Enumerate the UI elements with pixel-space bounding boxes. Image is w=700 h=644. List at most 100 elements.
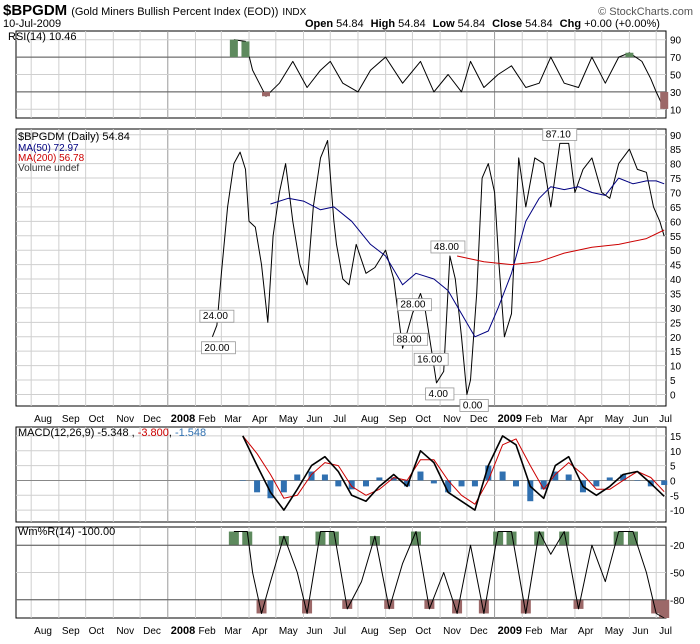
wr-ytick-label: -80 xyxy=(670,596,685,607)
macd-ytick-label: 0 xyxy=(670,476,676,487)
macd-histogram-bar xyxy=(280,480,287,493)
wr-oversold-fill xyxy=(659,599,670,618)
wr-overbought-fill xyxy=(369,536,380,546)
annotation-box xyxy=(430,240,466,254)
macd-line xyxy=(242,435,665,511)
x-month-label: Jun xyxy=(307,414,323,425)
x-month-label: Jul xyxy=(333,626,346,637)
williams-r-label: Wm%R(14) -100.00 xyxy=(18,526,115,538)
x-year-label: 2008 xyxy=(171,413,195,425)
x-month-label: Jun xyxy=(307,626,323,637)
rsi-ytick-label: 50 xyxy=(670,71,682,82)
annotation-label: 48.00 xyxy=(434,242,459,253)
x-month-label: Mar xyxy=(224,414,242,425)
x-month-label: Sep xyxy=(389,626,407,637)
rsi-overbought-fill xyxy=(625,52,634,58)
x-month-label: Feb xyxy=(525,626,543,637)
wr-overbought-fill xyxy=(559,531,570,546)
wr-oversold-fill xyxy=(573,599,584,609)
macd-histogram-bar xyxy=(363,480,369,487)
chart-date: 10-Jul-2009 xyxy=(3,18,61,30)
annotation-box xyxy=(393,332,429,346)
price-ytick-label: 90 xyxy=(670,131,682,142)
x-month-label: May xyxy=(279,626,298,637)
macd-histogram-bar xyxy=(376,477,383,481)
price-ytick-label: 65 xyxy=(670,203,682,214)
annotation-box xyxy=(199,309,235,323)
macd-histogram-bar xyxy=(593,480,600,487)
wr-ytick-label: -20 xyxy=(670,541,685,552)
x-year-label: 2008 xyxy=(171,625,195,637)
x-month-label: Oct xyxy=(415,414,431,425)
x-month-label: Dec xyxy=(143,626,161,637)
macd-ytick-label: 15 xyxy=(670,432,682,443)
price-ytick-label: 40 xyxy=(670,275,682,286)
rsi-oversold-fill xyxy=(660,91,669,109)
rsi-ytick-label: 10 xyxy=(670,105,682,116)
x-month-label: Aug xyxy=(361,626,379,637)
annotation-label: 20.00 xyxy=(204,343,229,354)
macd-histogram-bar xyxy=(254,480,261,493)
rsi-ytick-label: 90 xyxy=(670,36,682,47)
price-ytick-label: 30 xyxy=(670,304,682,315)
x-month-label: Sep xyxy=(62,414,80,425)
price-ytick-label: 60 xyxy=(670,217,682,228)
x-month-label: Jun xyxy=(632,414,648,425)
macd-histogram-bar xyxy=(458,480,465,487)
rsi-line xyxy=(233,39,665,110)
rsi-ytick-label: 30 xyxy=(670,88,682,99)
macd-histogram-bar xyxy=(661,480,668,486)
macd-histogram-bar xyxy=(527,480,534,502)
macd-ytick-label: -5 xyxy=(670,491,679,502)
macd-ytick-label: 5 xyxy=(670,462,676,473)
legend-price: $BPGDM (Daily) 54.84 xyxy=(18,131,130,143)
macd-signal-line xyxy=(242,435,665,505)
x-month-label: Aug xyxy=(34,626,52,637)
x-year-label: 2009 xyxy=(498,413,522,425)
macd-label: MACD(12,26,9) -5.348, -3.800, -1.548 xyxy=(18,427,206,439)
annotation-box xyxy=(413,352,449,366)
annotation-label: 87.10 xyxy=(546,129,571,140)
macd-histogram-bar xyxy=(620,474,627,481)
wr-line xyxy=(233,531,665,619)
x-month-label: Apr xyxy=(252,414,268,425)
x-month-label: Nov xyxy=(443,414,461,425)
price-ytick-label: 80 xyxy=(670,160,682,171)
macd-histogram-bar xyxy=(445,480,452,493)
macd-histogram-bar xyxy=(634,480,641,481)
price-panel: 0 5 10 15 20 25 30 35 40 45 50 55 60 65 70 75 80 85 90 24.0… xyxy=(15,128,682,412)
macd-histogram-bar xyxy=(348,480,355,490)
williams-r-panel: -80 -50 -20 xyxy=(15,526,685,619)
wr-oversold-fill xyxy=(424,599,435,609)
x-month-label: Jul xyxy=(659,626,672,637)
price-ytick-label: 75 xyxy=(670,174,682,185)
macd-histogram-bar xyxy=(499,471,506,481)
wr-overbought-fill xyxy=(613,531,624,546)
ma50-line xyxy=(270,177,665,338)
price-ytick-label: 10 xyxy=(670,362,682,373)
macd-histogram-bar xyxy=(239,480,246,481)
macd-histogram-bar xyxy=(294,474,301,481)
x-month-label: Sep xyxy=(62,626,80,637)
price-line xyxy=(211,140,665,395)
wr-oversold-fill xyxy=(302,599,313,614)
wr-overbought-fill xyxy=(627,531,638,546)
annotation-label: 4.00 xyxy=(429,389,449,400)
x-month-label: Dec xyxy=(143,414,161,425)
x-axis-top: Aug Sep Oct Nov Dec 2008 Feb Mar Apr May Jun Jul Aug… xyxy=(34,413,672,425)
annotation-box xyxy=(542,128,578,141)
x-month-label: Mar xyxy=(550,626,568,637)
wr-ytick-label: -50 xyxy=(670,569,685,580)
annotation-label: 28.00 xyxy=(400,300,425,311)
watermark: © StockCharts.com xyxy=(598,6,693,18)
x-month-label: May xyxy=(605,414,624,425)
wr-oversold-fill xyxy=(651,599,662,614)
x-month-label: Dec xyxy=(470,414,488,425)
annotation-box xyxy=(397,298,432,312)
x-month-label: Mar xyxy=(224,626,242,637)
wr-overbought-fill xyxy=(278,536,289,546)
price-ytick-label: 70 xyxy=(670,188,682,199)
x-month-label: Feb xyxy=(198,626,216,637)
macd-histogram-bar xyxy=(335,480,342,487)
